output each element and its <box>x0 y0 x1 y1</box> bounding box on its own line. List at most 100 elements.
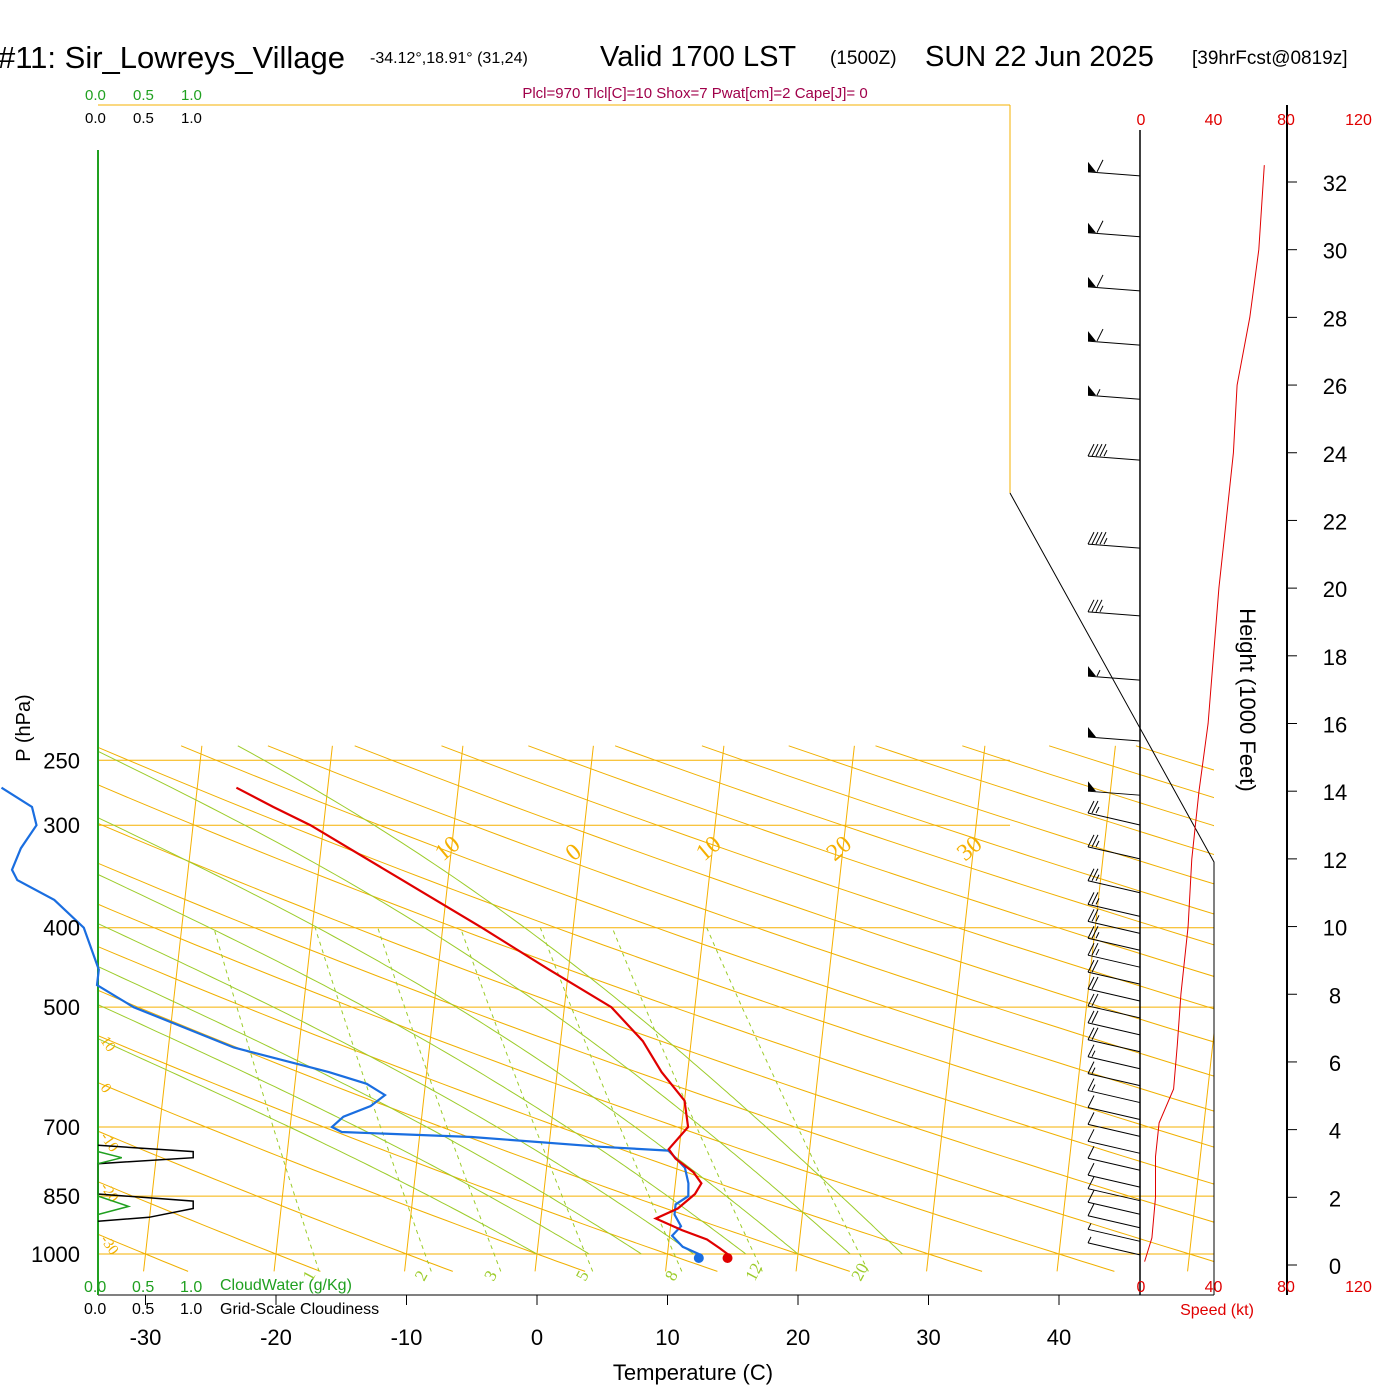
barb-full <box>1087 942 1095 956</box>
barb-half <box>1103 449 1108 457</box>
pressure-tick-label: 500 <box>43 995 80 1020</box>
pressure-tick-label: 700 <box>43 1115 80 1140</box>
height-tick-label: 10 <box>1323 916 1347 941</box>
cloudwater-label: CloudWater (g/Kg) <box>220 1277 352 1294</box>
dry-adiabat <box>180 745 1214 1112</box>
barb-full <box>1099 443 1107 457</box>
mixing-ratio-label: 3 <box>480 1267 501 1283</box>
dry-adiabat <box>98 989 850 1272</box>
wind-barb <box>1087 1027 1141 1053</box>
barb-pennant <box>1088 276 1096 287</box>
barb-pennant <box>1088 727 1096 738</box>
wind-barb <box>1087 926 1141 951</box>
station-title: #11: Sir_Lowreys_Village <box>0 40 345 75</box>
dry-adiabat <box>98 903 1115 1272</box>
y-axis-label: P (hPa) <box>13 694 35 761</box>
moist-adiabat <box>98 1004 590 1255</box>
height-tick-label: 0 <box>1329 1254 1341 1279</box>
mixing-ratio-label: 8 <box>661 1267 682 1283</box>
barb-full <box>1096 159 1104 173</box>
surface-dewpoint <box>693 1253 704 1263</box>
wind-barb <box>1087 1044 1141 1070</box>
barb-staff <box>1087 340 1141 346</box>
temperature-tick-label: -30 <box>130 1325 162 1350</box>
barb-half <box>1095 840 1100 848</box>
barb-staff <box>1087 171 1141 177</box>
isotherm-label: 10 <box>430 831 465 866</box>
valid-date: SUN 22 Jun 2025 <box>925 41 1154 73</box>
speed-tick-label-top: 40 <box>1205 112 1223 129</box>
wind-barb <box>1087 666 1141 681</box>
speed-axis-label: Speed (kt) <box>1180 1302 1254 1319</box>
wind-barb <box>1087 834 1141 860</box>
isotherm-line <box>1187 1028 1214 1272</box>
barb-full <box>1087 1010 1095 1024</box>
barb-staff <box>1087 1228 1141 1242</box>
barb-staff <box>1087 988 1141 1002</box>
dry-adiabat <box>98 784 1214 1185</box>
mixing-ratio-line <box>611 927 763 1272</box>
zulu-time: (1500Z) <box>830 48 897 69</box>
barb-full <box>1091 942 1099 956</box>
wind-barb <box>1087 385 1141 400</box>
barb-staff <box>1087 232 1141 238</box>
barb-staff <box>1087 1123 1141 1137</box>
barb-full <box>1087 834 1095 848</box>
barb-staff <box>1087 1039 1141 1053</box>
wind-barb <box>1087 531 1141 549</box>
barb-pennant <box>1088 781 1096 792</box>
barb-full <box>1087 443 1095 457</box>
barb-half <box>1095 915 1100 922</box>
barb-pennant <box>1088 331 1096 342</box>
barb-full <box>1095 531 1103 545</box>
dry-adiabat <box>98 946 983 1272</box>
pressure-tick-label: 850 <box>43 1184 80 1209</box>
temperature-tick-label: 30 <box>916 1325 940 1350</box>
barb-staff <box>1087 1174 1141 1188</box>
dry-adiabat <box>98 1082 586 1272</box>
speed-tick-label-top: 120 <box>1345 112 1372 129</box>
barb-full <box>1091 531 1099 545</box>
wind-barb <box>1087 1129 1141 1154</box>
plot-frame <box>97 104 1215 1296</box>
barb-half <box>1091 1084 1096 1091</box>
barb-staff <box>1087 1201 1141 1215</box>
svg-text:0.0: 0.0 <box>84 1301 106 1318</box>
barb-full <box>1091 868 1099 881</box>
barb-pennant <box>1088 222 1096 233</box>
svg-text:0.5: 0.5 <box>133 110 154 127</box>
barb-staff <box>1087 1215 1141 1229</box>
temperature-tick-label: -10 <box>391 1325 423 1350</box>
dry-adiabat <box>98 1130 453 1272</box>
barb-pennant <box>1088 385 1096 396</box>
barb-staff <box>1087 286 1141 292</box>
forecast-info: [39hrFcst@0819z] <box>1192 48 1348 69</box>
svg-text:0.0: 0.0 <box>85 110 106 127</box>
wind-barb <box>1087 1010 1141 1036</box>
frame-diagonal <box>1009 492 1215 1295</box>
barb-half <box>1087 1223 1092 1230</box>
sounding-profiles <box>0 786 733 1263</box>
svg-text:0.0: 0.0 <box>84 1279 106 1296</box>
barb-pennant <box>1088 666 1096 677</box>
speed-tick-label-top: 80 <box>1277 112 1295 129</box>
wind-barb <box>1087 727 1141 742</box>
wind-barb <box>1087 1176 1141 1202</box>
barb-full <box>1087 1061 1095 1074</box>
wind-barb <box>1087 942 1141 968</box>
cloud-profiles <box>97 1144 194 1222</box>
wind-barb <box>1087 868 1141 894</box>
barb-full <box>1091 976 1099 990</box>
barb-staff <box>1087 937 1141 951</box>
barb-full <box>1087 926 1095 939</box>
isotherm-line <box>534 745 594 1272</box>
temperature-tick-label: -20 <box>260 1325 292 1350</box>
barb-pennant <box>1088 161 1096 172</box>
station-coords: -34.12°,18.91° (31,24) <box>370 50 528 67</box>
dry-adiabat <box>701 745 1214 915</box>
temperature-tick-label: 10 <box>655 1325 679 1350</box>
speed-tick-label-bottom: 40 <box>1205 1279 1223 1296</box>
isotherm-label: 10 <box>691 831 726 866</box>
moist-adiabat <box>98 750 851 1255</box>
